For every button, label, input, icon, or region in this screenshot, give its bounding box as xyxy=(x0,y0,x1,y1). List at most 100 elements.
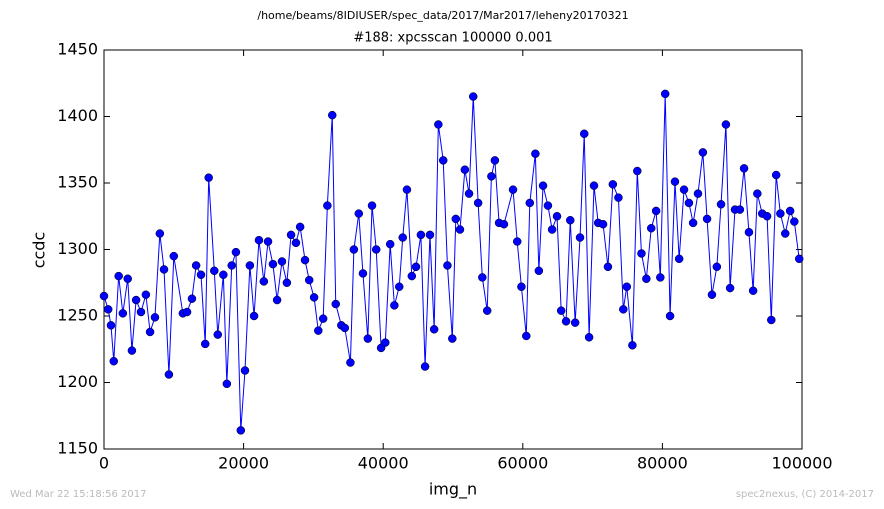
data-point xyxy=(674,254,684,264)
data-point xyxy=(346,358,355,367)
data-point xyxy=(438,156,448,165)
data-point xyxy=(633,166,642,176)
data-point xyxy=(693,189,703,198)
data-point xyxy=(707,290,717,299)
data-point xyxy=(407,271,417,281)
data-point xyxy=(665,311,675,321)
data-point xyxy=(106,321,116,330)
data-point xyxy=(416,230,426,240)
data-point xyxy=(570,318,580,327)
data-point xyxy=(182,307,192,317)
data-point xyxy=(268,259,278,269)
data-point xyxy=(490,156,500,165)
data-point xyxy=(473,198,483,208)
data-point xyxy=(304,275,314,285)
data-point xyxy=(318,314,328,323)
data-point xyxy=(556,306,566,315)
data-point xyxy=(603,262,613,272)
x-tick-label: 20000 xyxy=(218,454,269,473)
x-tick-label: 60000 xyxy=(497,454,548,473)
data-point xyxy=(508,185,518,194)
data-point xyxy=(628,341,637,350)
data-point xyxy=(282,278,292,287)
x-tick-label: 40000 xyxy=(358,454,409,473)
data-point xyxy=(619,305,628,314)
x-axis-label: img_n xyxy=(429,480,477,500)
data-point xyxy=(327,110,337,120)
data-point xyxy=(331,299,340,309)
data-point xyxy=(123,274,132,284)
data-point xyxy=(169,251,179,261)
data-point xyxy=(240,366,250,375)
data-point xyxy=(538,181,548,190)
data-point xyxy=(204,173,213,182)
data-point xyxy=(118,309,128,318)
y-tick-label: 1400 xyxy=(57,106,98,125)
plot-frame xyxy=(103,49,803,450)
data-point xyxy=(748,286,758,295)
data-point xyxy=(363,334,373,343)
data-point xyxy=(381,338,390,347)
data-point xyxy=(622,282,632,291)
data-point xyxy=(579,129,589,139)
data-point xyxy=(744,227,754,237)
data-point xyxy=(114,271,123,281)
data-point xyxy=(794,254,804,264)
data-point xyxy=(155,229,165,238)
data-point xyxy=(679,185,689,194)
data-point xyxy=(642,274,651,284)
data-point xyxy=(651,206,661,216)
data-point xyxy=(670,177,680,186)
data-point xyxy=(561,317,571,326)
data-point xyxy=(222,379,232,389)
data-point xyxy=(608,180,618,189)
data-point xyxy=(295,222,305,232)
data-point xyxy=(702,214,712,224)
data-point xyxy=(552,212,562,221)
data-point xyxy=(771,170,781,180)
data-point xyxy=(127,346,137,355)
data-point xyxy=(236,426,246,435)
data-point xyxy=(277,257,287,266)
data-point xyxy=(468,92,478,101)
data-point xyxy=(547,225,557,234)
data-point xyxy=(164,370,174,379)
data-point xyxy=(385,239,395,249)
data-point xyxy=(512,237,522,246)
data-point xyxy=(131,295,141,305)
data-point xyxy=(614,193,623,202)
y-tick-label: 1150 xyxy=(57,439,98,458)
data-point xyxy=(340,323,350,333)
data-point xyxy=(739,164,749,173)
y-tick-label: 1350 xyxy=(57,173,98,192)
data-point xyxy=(698,148,708,157)
x-tick-label: 0 xyxy=(99,454,109,473)
data-point xyxy=(159,265,169,274)
data-point xyxy=(272,295,282,305)
data-point xyxy=(522,331,531,341)
data-point xyxy=(776,209,785,218)
data-point xyxy=(402,185,412,194)
data-point xyxy=(534,266,544,276)
data-point xyxy=(517,282,526,291)
data-point xyxy=(109,356,119,366)
data-point xyxy=(245,261,255,270)
data-point xyxy=(637,249,646,258)
data-point xyxy=(499,219,509,229)
data-point xyxy=(187,294,197,303)
data-point xyxy=(371,245,381,254)
y-tick-label: 1200 xyxy=(57,372,98,391)
data-point xyxy=(656,273,665,282)
data-point xyxy=(684,198,694,208)
data-point xyxy=(487,172,496,181)
data-point xyxy=(249,311,259,321)
data-point xyxy=(434,120,443,129)
data-point xyxy=(785,206,795,216)
data-point xyxy=(309,293,319,302)
data-point xyxy=(227,261,236,270)
data-point xyxy=(314,326,323,335)
data-point xyxy=(395,282,404,291)
y-tick-label: 1450 xyxy=(57,40,98,59)
data-point xyxy=(219,270,228,280)
data-point xyxy=(145,327,155,337)
